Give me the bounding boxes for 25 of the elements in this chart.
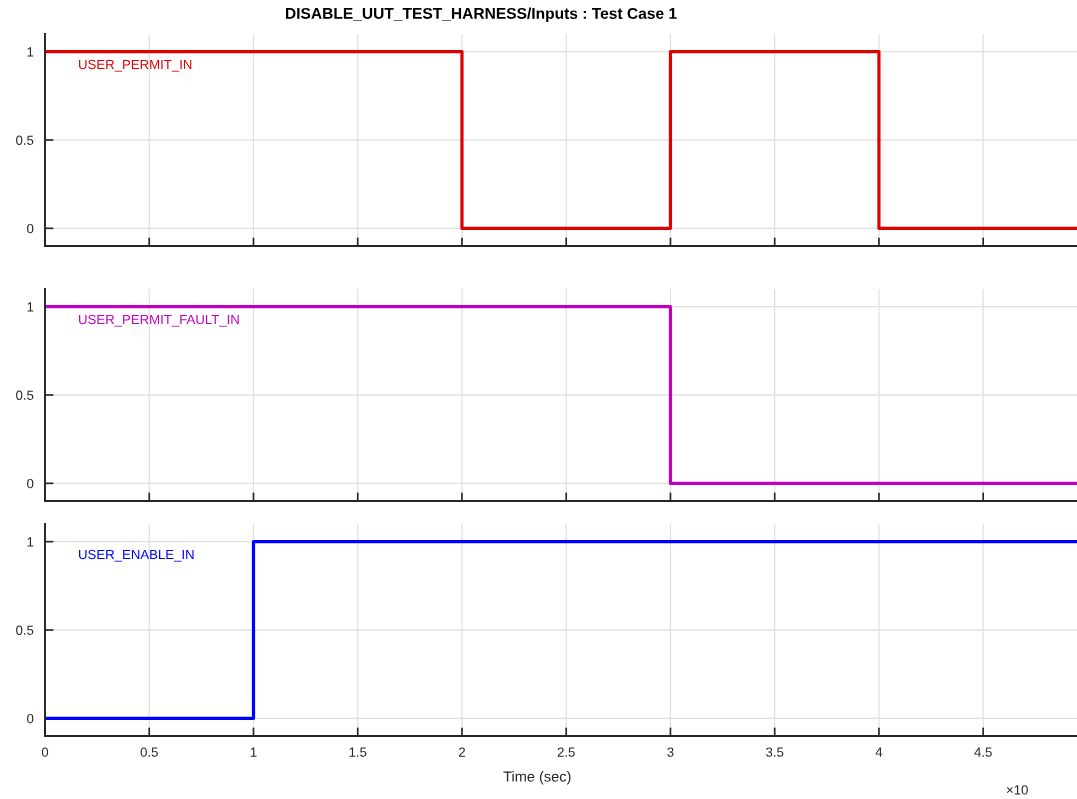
series-label: USER_PERMIT_IN <box>79 59 192 72</box>
y-tick-label: 0.5 <box>16 135 34 145</box>
chart-title: DISABLE_UUT_TEST_HARNESS/Inputs : Test Case 1 <box>286 7 677 22</box>
y-tick-label: 1 <box>27 537 34 547</box>
y-tick-label: 0 <box>27 478 34 489</box>
x-tick-label: 4.5 <box>974 747 992 757</box>
y-tick-label: 1 <box>27 302 34 312</box>
text: USER_ENABLE_IN <box>79 549 194 562</box>
x-tick-label: 1.5 <box>349 747 367 757</box>
y-tick-label: 0.5 <box>16 390 34 400</box>
y-tick-label: 0 <box>27 713 34 724</box>
text: ×10 <box>1006 785 1028 795</box>
x-tick-label: 1 <box>250 747 257 757</box>
x-tick-label: 4 <box>875 747 883 757</box>
x-tick-label: 0 <box>41 747 49 757</box>
series-label: USER_PERMIT_FAULT_IN <box>79 314 239 327</box>
x-axis-title: Time (sec) <box>503 770 571 785</box>
y-tick-label: 0 <box>27 223 34 234</box>
y-tick-label: 0.5 <box>16 625 34 635</box>
x-tick-label: 3 <box>667 747 674 757</box>
x-tick-label: 3.5 <box>766 747 784 757</box>
x-tick-label: 2 <box>458 747 465 757</box>
x-tick-label: 2.5 <box>557 747 575 757</box>
x-tick-label: 0.5 <box>140 747 158 757</box>
y-tick-label: 1 <box>27 47 34 57</box>
